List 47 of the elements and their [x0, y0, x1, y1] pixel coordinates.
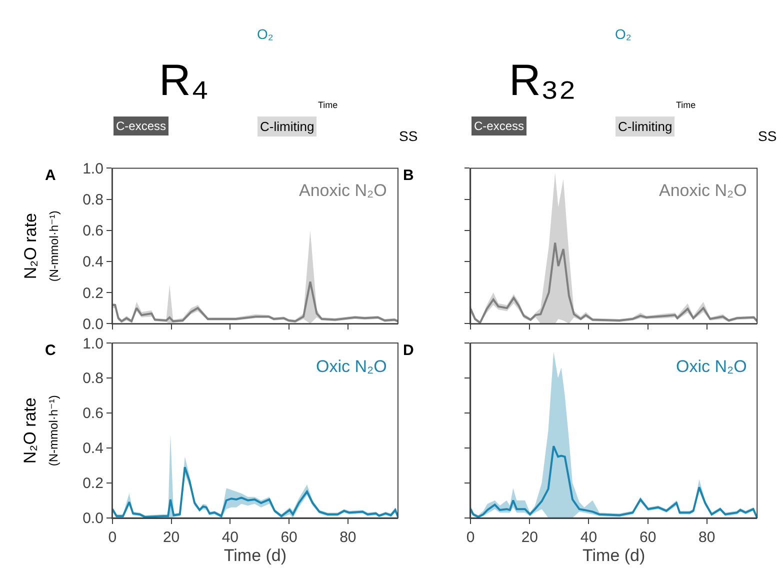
chart-title: D: [403, 342, 414, 359]
text: C-limiting: [618, 119, 672, 134]
y-tick-label: 0.2: [82, 475, 104, 492]
line-series: [112, 280, 398, 322]
text: SS: [399, 128, 418, 144]
y-tick-label: 0.0: [82, 316, 104, 333]
chart-title: C: [45, 342, 56, 359]
y-tick-label: 0.4: [82, 254, 104, 271]
x-tick-label: 60: [639, 528, 656, 546]
x-axis-title: Time (d): [582, 546, 646, 566]
y-tick-label: 0.2: [82, 284, 104, 302]
x-tick-label: 0: [466, 528, 475, 546]
x-tick-label: 0: [108, 528, 117, 546]
y-tick-label: 0.0: [82, 510, 104, 528]
text: Anoxic N₂O: [299, 181, 387, 200]
x-tick-label: 40: [222, 528, 239, 546]
chart-title: B: [403, 167, 414, 184]
x-tick-label: 20: [162, 528, 180, 546]
text: R₃₂: [509, 56, 576, 105]
text: Oxic N₂O: [676, 357, 747, 376]
x-tick-label: 80: [698, 528, 716, 546]
y-tick-label: 1.0: [82, 335, 104, 352]
text: O₂: [615, 26, 632, 42]
y-tick-label: 0.6: [82, 222, 104, 240]
x-tick-label: 60: [280, 528, 298, 546]
text: Anoxic N₂O: [659, 181, 747, 200]
y-axis-title: N₂O rate (N-mmol·h⁻¹): [20, 395, 60, 466]
x-axis-title: Time (d): [224, 546, 287, 566]
y-tick-label: 0.4: [82, 440, 104, 458]
x-tick-label: 40: [580, 528, 598, 546]
x-tick-label: 80: [340, 528, 356, 546]
x-tick-label: 20: [521, 528, 538, 546]
text: C-excess: [474, 119, 524, 133]
y-axis-title: N₂O rate (N-mmol·h⁻¹): [20, 210, 61, 282]
y-tick-label: 1.0: [82, 160, 104, 178]
text: C-limiting: [260, 119, 314, 134]
text: Time: [676, 100, 696, 110]
text: R₄: [159, 56, 209, 105]
text: Time: [318, 100, 338, 110]
y-tick-label: 0.8: [82, 370, 104, 388]
text: C-excess: [116, 119, 166, 133]
y-tick-label: 0.8: [82, 192, 104, 209]
y-tick-label: 0.6: [82, 405, 104, 422]
chart-title: A: [45, 167, 56, 184]
text: Oxic N₂O: [316, 357, 387, 376]
text: SS: [758, 128, 777, 144]
text: O₂: [257, 26, 274, 42]
